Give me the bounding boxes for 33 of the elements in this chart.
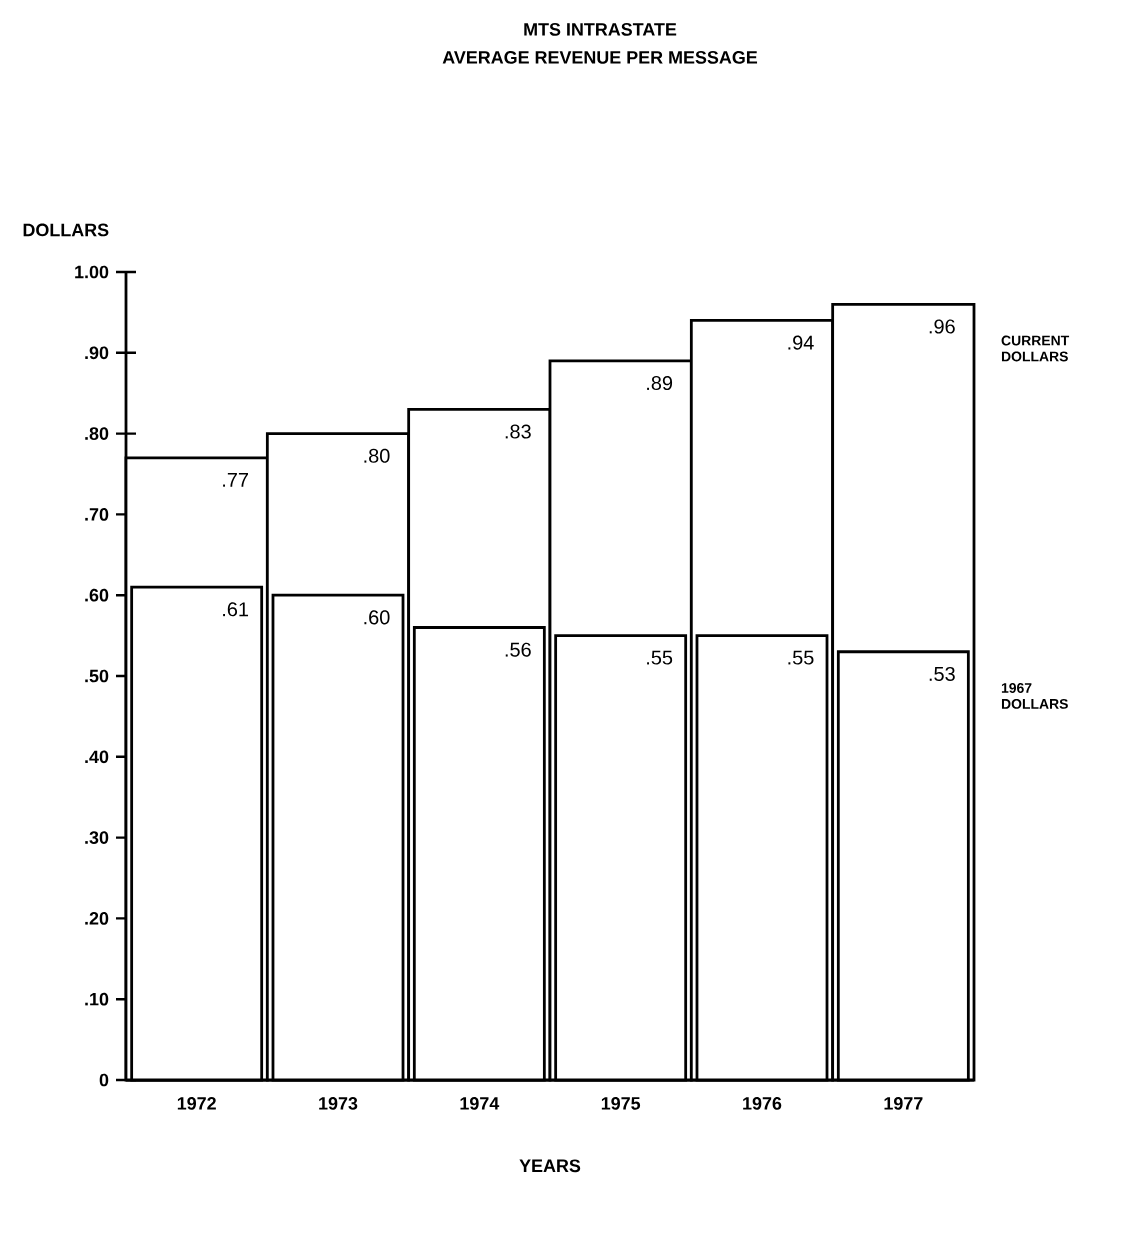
data-label: .94 [788,335,814,350]
y-tick-label: .40 [85,750,109,764]
data-label: .83 [505,424,531,439]
x-tick-label: 1974 [460,1097,500,1110]
data-label: .96 [929,319,955,334]
y-tick-label: .70 [85,508,109,521]
y-tick-label: .80 [85,427,109,440]
y-tick-label: .30 [85,831,109,844]
y-tick-label: 1.00 [75,265,109,279]
y-tick-label: .50 [85,669,109,683]
data-label: .61 [223,602,249,617]
y-tick-label: .20 [85,912,109,925]
y-tick-label: 0 [99,1073,109,1087]
x-tick-label: 1975 [601,1097,641,1110]
x-tick-label: 1977 [884,1097,923,1110]
x-tick-label: 1972 [177,1097,216,1110]
data-label: .89 [647,376,673,391]
y-tick-label: .60 [85,588,109,602]
x-tick-label: 1976 [743,1097,782,1110]
x-tick-label: 1973 [319,1097,358,1110]
data-label: .55 [647,650,673,665]
data-label: .55 [788,650,814,665]
data-label: .77 [223,472,248,487]
chart-subtitle: AVERAGE REVENUE PER MESSAGE [442,51,758,64]
y-tick-label: .90 [85,346,109,360]
data-label: .80 [364,448,390,463]
data-label: .56 [505,642,531,657]
data-label: .53 [929,666,955,681]
y-axis-title: DOLLARS [23,223,109,237]
chart-title: MTS INTRASTATE [524,23,677,36]
x-axis-title: YEARS [519,1159,581,1173]
data-label: .60 [364,610,390,625]
y-tick-label: .10 [85,992,109,1006]
